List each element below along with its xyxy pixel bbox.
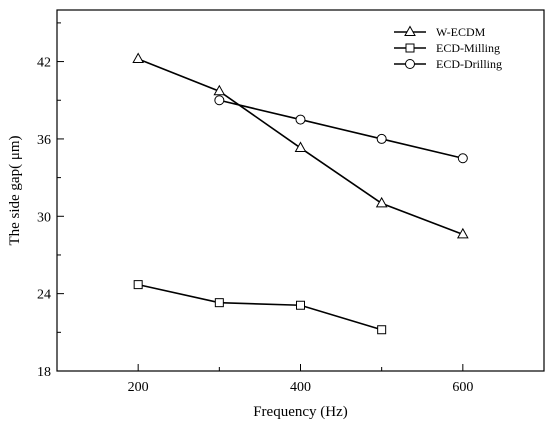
legend-item-ecd-drilling: ECD-Drilling — [394, 57, 502, 71]
series-layer — [132, 52, 469, 335]
legend: W-ECDM ECD-Milling ECD-Drilling — [394, 25, 502, 71]
data-point-ecd-milling — [296, 300, 305, 310]
legend-item-w-ecdm: W-ECDM — [394, 25, 486, 39]
legend-label: W-ECDM — [436, 25, 486, 39]
data-point-ecd-drilling — [376, 133, 387, 144]
data-point-w-ecdm — [294, 141, 307, 152]
y-tick-label: 18 — [37, 365, 51, 380]
x-tick-label: 400 — [290, 380, 311, 395]
data-point-w-ecdm — [375, 196, 388, 208]
series-line-ecd-milling — [137, 283, 382, 331]
y-tick-label: 42 — [37, 56, 51, 71]
y-tick-label: 36 — [37, 133, 51, 148]
y-axis-label: The side gap( μm) — [7, 135, 23, 245]
y-tick-label: 24 — [37, 288, 51, 303]
data-point-w-ecdm — [213, 84, 226, 96]
series-line-ecd-drilling — [219, 99, 464, 160]
data-point-ecd-drilling — [295, 114, 306, 125]
series-w-ecdm — [132, 52, 469, 239]
legend-label: ECD-Drilling — [436, 57, 502, 71]
legend-marker — [405, 59, 415, 69]
x-tick-label: 600 — [452, 380, 473, 395]
legend-label: ECD-Milling — [436, 41, 500, 55]
x-axis-label: Frequency (Hz) — [253, 404, 348, 420]
x-tick-label: 200 — [128, 380, 149, 395]
legend-marker — [405, 43, 415, 53]
data-point-ecd-milling — [377, 325, 387, 335]
series-ecd-drilling — [214, 95, 468, 164]
data-point-ecd-drilling — [457, 153, 468, 164]
data-point-ecd-milling — [214, 298, 224, 308]
legend-item-ecd-milling: ECD-Milling — [394, 41, 500, 55]
axes: 200 400 600 18 24 30 36 42 — [37, 9, 545, 395]
series-ecd-milling — [133, 280, 387, 335]
data-point-ecd-milling — [133, 280, 143, 290]
legend-marker — [404, 25, 416, 36]
y-tick-label: 30 — [37, 210, 51, 225]
data-point-w-ecdm — [456, 227, 469, 239]
data-point-w-ecdm — [132, 52, 145, 63]
data-point-ecd-drilling — [214, 95, 225, 106]
